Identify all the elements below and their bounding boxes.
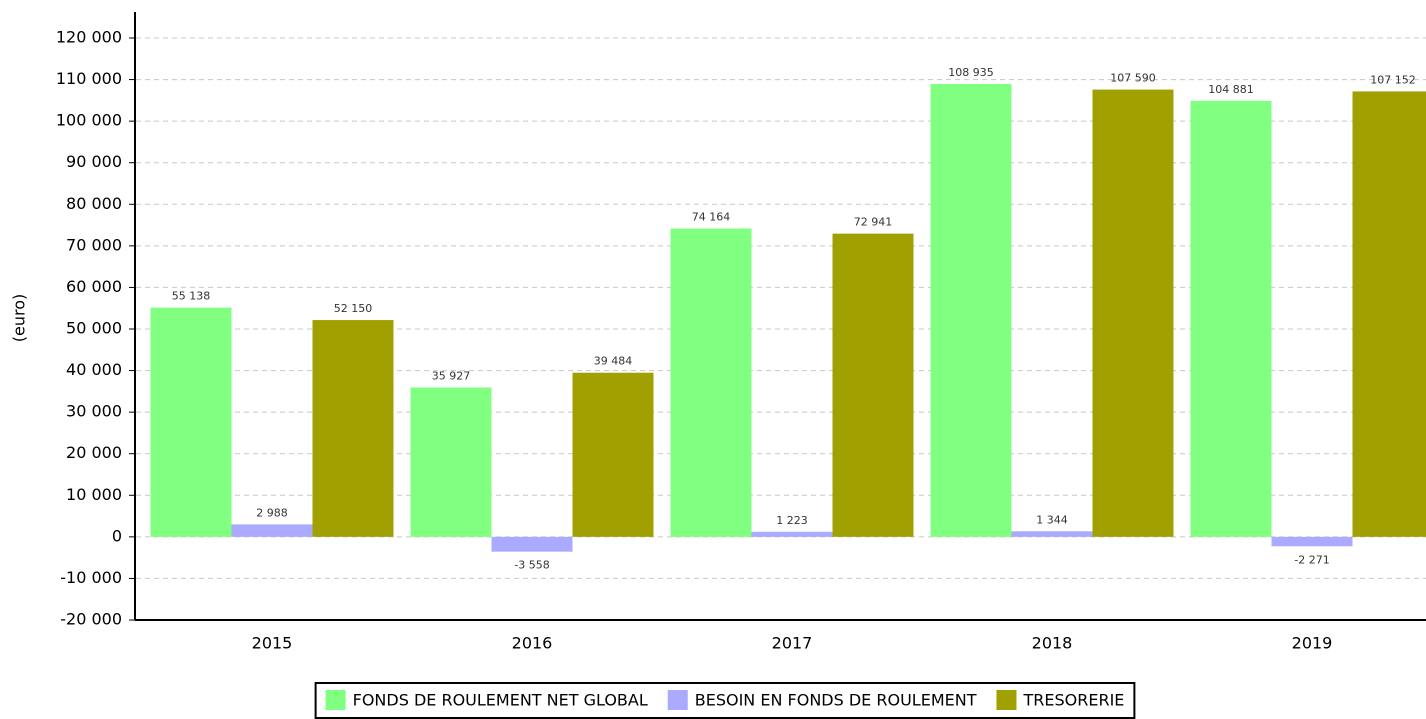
bar	[1352, 91, 1426, 537]
bar	[1092, 89, 1174, 537]
y-tick-label: 100 000	[56, 111, 122, 130]
legend-label: TRESORERIE	[1022, 691, 1124, 710]
bar	[832, 233, 914, 537]
bar	[1190, 100, 1272, 537]
y-tick-label: 40 000	[66, 360, 122, 379]
y-tick-label: -20 000	[60, 610, 122, 629]
bar	[150, 307, 232, 537]
y-tick-label: 0	[112, 526, 122, 545]
y-tick-label: 70 000	[66, 235, 122, 254]
bar	[312, 320, 394, 537]
legend-label: FONDS DE ROULEMENT NET GLOBAL	[353, 691, 648, 710]
value-label: 55 138	[172, 290, 211, 303]
value-label: -3 558	[514, 559, 549, 572]
value-label: 1 344	[1036, 513, 1068, 526]
value-label: -2 271	[1294, 553, 1329, 566]
y-tick-label: 60 000	[66, 277, 122, 296]
bar	[1011, 531, 1093, 537]
y-tick-label: 110 000	[56, 69, 122, 88]
value-label: 39 484	[594, 355, 633, 368]
bar	[670, 228, 752, 537]
y-tick-label: 30 000	[66, 402, 122, 421]
value-label: 107 152	[1370, 73, 1416, 86]
bar	[231, 524, 313, 537]
bar	[572, 372, 654, 537]
y-tick-label: 120 000	[56, 28, 122, 47]
y-tick-label: 20 000	[66, 443, 122, 462]
y-tick-label: 90 000	[66, 152, 122, 171]
bar	[491, 536, 573, 552]
legend-swatch	[996, 690, 1017, 710]
value-label: 104 881	[1208, 83, 1254, 96]
value-label: 52 150	[334, 302, 373, 315]
value-label: 1 223	[776, 514, 808, 527]
y-tick-label: 80 000	[66, 194, 122, 213]
y-tick-label: 10 000	[66, 485, 122, 504]
bar	[410, 387, 492, 537]
x-tick-label: 2016	[512, 634, 553, 653]
x-tick-label: 2019	[1292, 634, 1333, 653]
legend-swatch	[325, 690, 346, 710]
legend-swatch	[667, 690, 688, 710]
bar	[930, 83, 1012, 537]
bar	[1271, 536, 1353, 547]
y-tick-label: 50 000	[66, 319, 122, 338]
value-label: 107 590	[1110, 72, 1156, 85]
x-tick-label: 2015	[252, 634, 293, 653]
value-label: 74 164	[692, 211, 731, 224]
legend-label: BESOIN EN FONDS DE ROULEMENT	[695, 691, 977, 710]
x-tick-label: 2017	[772, 634, 813, 653]
value-label: 108 935	[948, 66, 994, 79]
y-tick-label: -10 000	[60, 568, 122, 587]
x-tick-label: 2018	[1032, 634, 1073, 653]
value-label: 2 988	[256, 506, 288, 519]
y-axis-label: (euro)	[10, 294, 29, 342]
value-label: 72 941	[854, 216, 893, 229]
bar	[751, 531, 833, 537]
value-label: 35 927	[432, 370, 471, 383]
